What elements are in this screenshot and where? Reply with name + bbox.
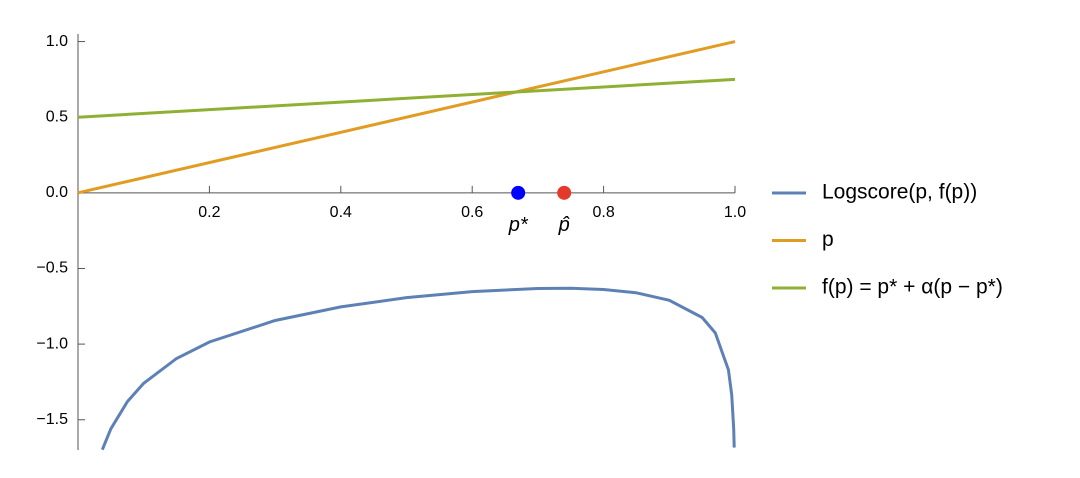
y-tick-label: 0.5 bbox=[46, 108, 68, 125]
legend-label: p bbox=[822, 228, 834, 251]
y-tick-label: 1.0 bbox=[46, 33, 68, 50]
y-tick-label: 0.0 bbox=[46, 184, 68, 201]
x-tick-label: 0.6 bbox=[461, 204, 483, 221]
series-line bbox=[77, 40, 736, 195]
x-tick-label: 0.8 bbox=[592, 204, 614, 221]
point-label: p̂ bbox=[558, 214, 571, 236]
point bbox=[557, 185, 572, 200]
legend-label: f(p) = p* + α(p − p*) bbox=[822, 276, 1003, 299]
legend-label: Logscore(p, f(p)) bbox=[822, 181, 977, 204]
y-tick-label: −1.5 bbox=[36, 411, 68, 428]
x-tick-label: 0.4 bbox=[330, 204, 352, 221]
x-tick-label: 0.2 bbox=[198, 204, 220, 221]
y-tick-label: −0.5 bbox=[36, 260, 68, 277]
series-line bbox=[77, 77, 736, 119]
series-line bbox=[100, 286, 736, 451]
y-tick-label: −1.0 bbox=[36, 335, 68, 352]
point bbox=[511, 185, 526, 200]
x-tick-label: 1.0 bbox=[724, 204, 746, 221]
point-label: p* bbox=[508, 214, 529, 236]
